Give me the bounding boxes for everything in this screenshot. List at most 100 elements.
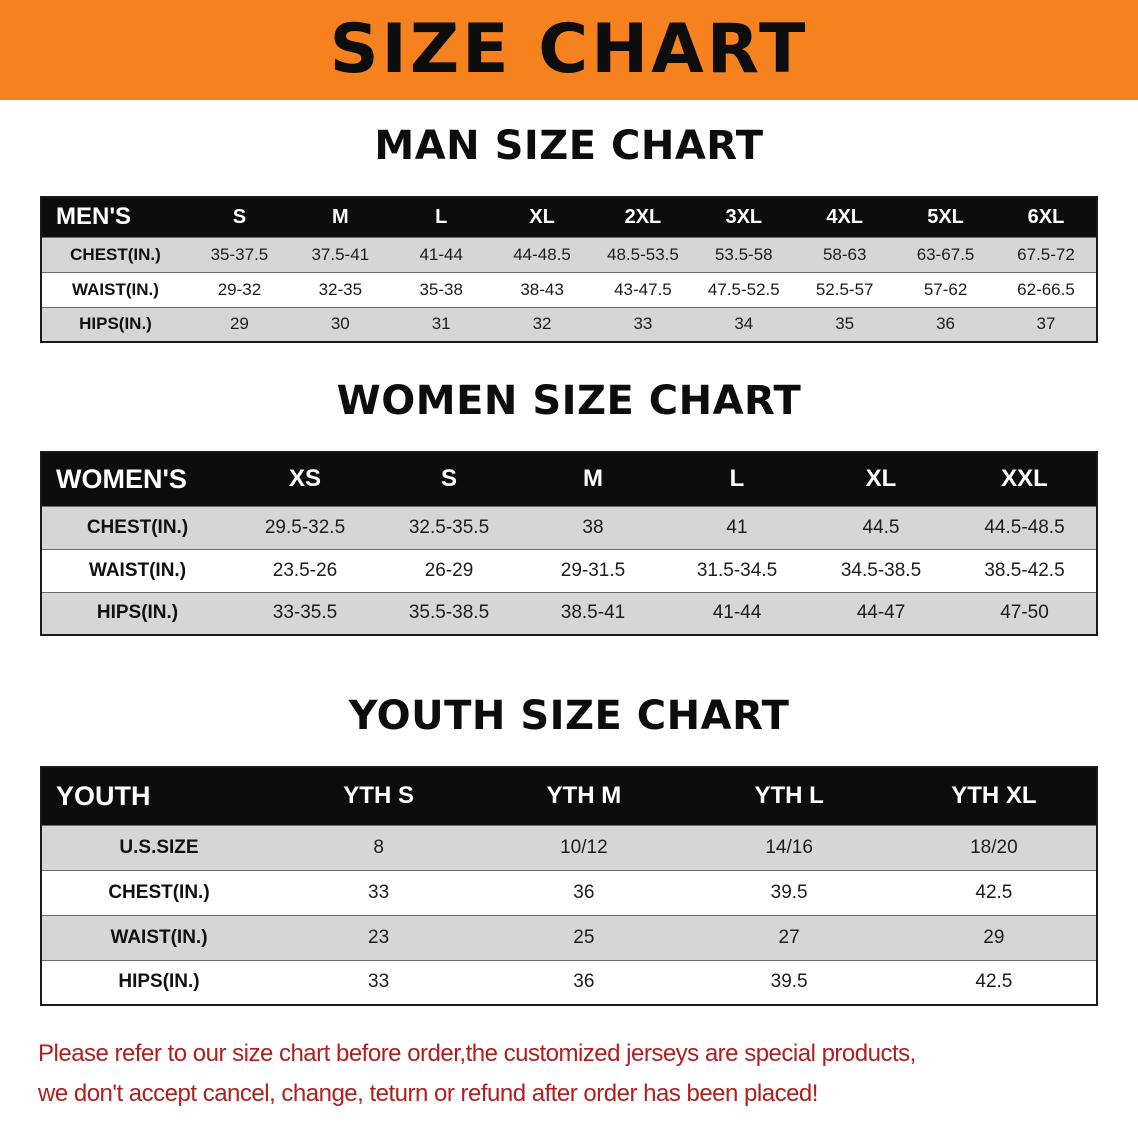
size-column-header: XS bbox=[233, 452, 377, 506]
table-row: HIPS(IN.) 33-35.5 35.5-38.5 38.5-41 41-44 44-… bbox=[41, 591, 1097, 635]
size-value-cell: 31 bbox=[390, 306, 492, 342]
size-value-cell: 14/16 bbox=[686, 824, 892, 870]
size-value-cell: 57-62 bbox=[895, 271, 996, 307]
size-value-cell: 33 bbox=[592, 306, 694, 342]
table-header-row: MEN'S S M L XL 2XL 3XL 4XL 5XL 6XL bbox=[41, 197, 1097, 237]
table-row: HIPS(IN.) 33 36 39.5 42.5 bbox=[41, 959, 1097, 1005]
size-column-header: 6XL bbox=[996, 197, 1097, 237]
size-value-cell: 23 bbox=[276, 914, 482, 960]
size-column-header: XXL bbox=[953, 452, 1097, 506]
size-value-cell: 33-35.5 bbox=[233, 591, 377, 635]
table-row: HIPS(IN.) 29 30 31 32 33 34 35 36 37 bbox=[41, 306, 1097, 342]
size-value-cell: 41-44 bbox=[390, 236, 492, 272]
row-label-cell: CHEST(IN.) bbox=[41, 236, 189, 272]
size-value-cell: 10/12 bbox=[481, 824, 687, 870]
size-column-header: 3XL bbox=[693, 197, 795, 237]
size-value-cell: 34 bbox=[693, 306, 795, 342]
table-row: CHEST(IN.) 35-37.5 37.5-41 41-44 44-48.5 48.5… bbox=[41, 236, 1097, 272]
size-value-cell: 41-44 bbox=[665, 591, 809, 635]
row-label-cell: HIPS(IN.) bbox=[41, 591, 233, 635]
size-column-header: YTH L bbox=[686, 767, 892, 825]
size-value-cell: 26-29 bbox=[377, 548, 521, 592]
table-title-cell: MEN'S bbox=[41, 197, 189, 237]
size-value-cell: 29-31.5 bbox=[521, 548, 665, 592]
size-value-cell: 39.5 bbox=[686, 869, 892, 915]
men-section-heading: MAN SIZE CHART bbox=[374, 123, 764, 169]
size-value-cell: 52.5-57 bbox=[794, 271, 896, 307]
size-value-cell: 39.5 bbox=[686, 959, 892, 1005]
row-label-cell: WAIST(IN.) bbox=[41, 271, 189, 307]
size-value-cell: 44-47 bbox=[809, 591, 953, 635]
size-value-cell: 47-50 bbox=[953, 591, 1097, 635]
row-label-cell: HIPS(IN.) bbox=[41, 959, 276, 1005]
table-title-cell: YOUTH bbox=[41, 767, 276, 825]
youth-section-heading: YOUTH SIZE CHART bbox=[348, 693, 790, 739]
size-value-cell: 44.5 bbox=[809, 505, 953, 549]
size-value-cell: 33 bbox=[276, 959, 482, 1005]
size-value-cell: 27 bbox=[686, 914, 892, 960]
size-column-header: XL bbox=[491, 197, 593, 237]
size-column-header: XL bbox=[809, 452, 953, 506]
size-value-cell: 31.5-34.5 bbox=[665, 548, 809, 592]
size-value-cell: 37.5-41 bbox=[289, 236, 391, 272]
table-title-cell: WOMEN'S bbox=[41, 452, 233, 506]
size-value-cell: 47.5-52.5 bbox=[693, 271, 795, 307]
size-column-header: M bbox=[289, 197, 391, 237]
size-value-cell: 32-35 bbox=[289, 271, 391, 307]
size-value-cell: 36 bbox=[481, 959, 687, 1005]
size-value-cell: 53.5-58 bbox=[693, 236, 795, 272]
table-row: CHEST(IN.) 33 36 39.5 42.5 bbox=[41, 869, 1097, 915]
size-column-header: L bbox=[390, 197, 492, 237]
size-value-cell: 29 bbox=[189, 306, 290, 342]
size-value-cell: 38.5-42.5 bbox=[953, 548, 1097, 592]
size-value-cell: 36 bbox=[895, 306, 996, 342]
size-value-cell: 25 bbox=[481, 914, 687, 960]
table-row: CHEST(IN.) 29.5-32.5 32.5-35.5 38 41 44.5 44.5… bbox=[41, 505, 1097, 549]
size-value-cell: 32 bbox=[491, 306, 593, 342]
size-value-cell: 62-66.5 bbox=[996, 271, 1097, 307]
row-label-cell: WAIST(IN.) bbox=[41, 548, 233, 592]
size-column-header: S bbox=[377, 452, 521, 506]
size-value-cell: 34.5-38.5 bbox=[809, 548, 953, 592]
row-label-cell: HIPS(IN.) bbox=[41, 306, 189, 342]
size-value-cell: 41 bbox=[665, 505, 809, 549]
size-value-cell: 35-38 bbox=[390, 271, 492, 307]
table-header-row: YOUTH YTH S YTH M YTH L YTH XL bbox=[41, 767, 1097, 825]
table-header-row: WOMEN'S XS S M L XL XXL bbox=[41, 452, 1097, 506]
disclaimer: Please refer to our size chart before or… bbox=[38, 1034, 1100, 1114]
banner-title: SIZE CHART bbox=[329, 10, 809, 89]
size-column-header: YTH M bbox=[481, 767, 687, 825]
size-value-cell: 44.5-48.5 bbox=[953, 505, 1097, 549]
size-value-cell: 35.5-38.5 bbox=[377, 591, 521, 635]
size-chart-banner: SIZE CHART bbox=[0, 0, 1138, 100]
size-value-cell: 58-63 bbox=[794, 236, 896, 272]
men-size-table: MEN'S S M L XL 2XL 3XL 4XL 5XL 6XL CHEST(IN.) 35-37… bbox=[40, 196, 1098, 343]
size-value-cell: 29.5-32.5 bbox=[233, 505, 377, 549]
size-column-header: M bbox=[521, 452, 665, 506]
row-label-cell: WAIST(IN.) bbox=[41, 914, 276, 960]
disclaimer-line-1: Please refer to our size chart before or… bbox=[38, 1040, 916, 1067]
size-value-cell: 63-67.5 bbox=[895, 236, 996, 272]
size-value-cell: 38 bbox=[521, 505, 665, 549]
row-label-cell: U.S.SIZE bbox=[41, 824, 276, 870]
size-value-cell: 36 bbox=[481, 869, 687, 915]
size-value-cell: 35-37.5 bbox=[189, 236, 290, 272]
size-value-cell: 8 bbox=[276, 824, 482, 870]
size-value-cell: 32.5-35.5 bbox=[377, 505, 521, 549]
size-column-header: 2XL bbox=[592, 197, 694, 237]
size-value-cell: 33 bbox=[276, 869, 482, 915]
size-value-cell: 42.5 bbox=[891, 959, 1097, 1005]
table-row: WAIST(IN.) 23.5-26 26-29 29-31.5 31.5-34.5 34… bbox=[41, 548, 1097, 592]
size-value-cell: 35 bbox=[794, 306, 896, 342]
table-row: WAIST(IN.) 23 25 27 29 bbox=[41, 914, 1097, 960]
size-value-cell: 29-32 bbox=[189, 271, 290, 307]
women-size-table: WOMEN'S XS S M L XL XXL CHEST(IN.) 29.5-32.5 32.5… bbox=[40, 451, 1098, 636]
size-value-cell: 48.5-53.5 bbox=[592, 236, 694, 272]
size-value-cell: 23.5-26 bbox=[233, 548, 377, 592]
size-column-header: L bbox=[665, 452, 809, 506]
women-section-heading: WOMEN SIZE CHART bbox=[336, 378, 802, 424]
size-column-header: 5XL bbox=[895, 197, 996, 237]
size-value-cell: 42.5 bbox=[891, 869, 1097, 915]
size-value-cell: 38-43 bbox=[491, 271, 593, 307]
